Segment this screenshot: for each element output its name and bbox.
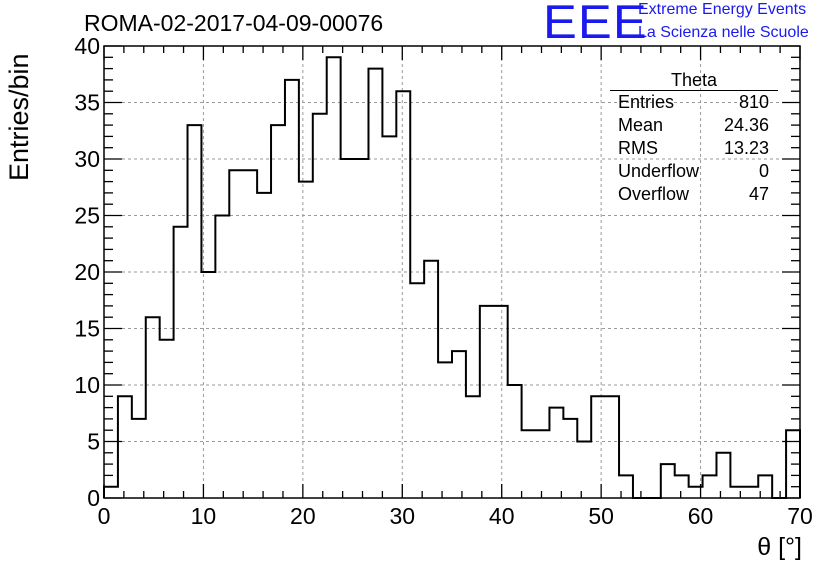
x-tick-label: 10 [191, 503, 217, 529]
x-tick-label: 60 [688, 503, 714, 529]
y-tick-label: 35 [74, 90, 100, 116]
y-tick-label: 15 [74, 316, 100, 342]
x-axis-label: θ [°] [757, 533, 802, 561]
stats-row-entries: Entries 810 [610, 91, 778, 114]
y-tick-label: 5 [87, 429, 100, 455]
stats-row-underflow: Underflow 0 [610, 160, 778, 183]
stats-value: 0 [758, 161, 769, 181]
eee-logo: EEE Extreme Energy Events La Scienza nel… [543, 0, 833, 46]
stats-value: 47 [748, 184, 769, 204]
y-tick-label: 0 [87, 485, 100, 511]
x-tick-label: 70 [787, 503, 813, 529]
histogram-series [103, 56, 801, 499]
y-tick-label: 25 [74, 203, 100, 229]
stats-value: 810 [738, 92, 769, 112]
stats-label: RMS [618, 138, 658, 158]
stats-value: 13.23 [723, 138, 769, 158]
stats-row-rms: RMS 13.23 [610, 137, 778, 160]
y-tick-label: 30 [74, 146, 100, 172]
stats-label: Entries [618, 92, 675, 112]
x-tick-label: 20 [290, 503, 316, 529]
stats-value: 24.36 [723, 115, 769, 135]
stats-label: Overflow [618, 184, 690, 204]
x-tick-label: 0 [98, 503, 111, 529]
eee-logo-letters: EEE [543, 0, 648, 48]
logo-caption-line2: La Scienza nelle Scuole [638, 24, 809, 41]
stats-label: Mean [618, 115, 664, 135]
y-tick-label: 20 [74, 259, 100, 285]
stats-row-overflow: Overflow 47 [610, 183, 778, 206]
logo-caption-line1: Extreme Energy Events [638, 1, 807, 18]
y-tick-label: 10 [74, 372, 100, 398]
x-tick-label: 50 [588, 503, 614, 529]
stats-row-mean: Mean 24.36 [610, 114, 778, 137]
x-tick-label: 40 [489, 503, 515, 529]
chart-title: ROMA-02-2017-04-09-00076 [84, 10, 384, 36]
stats-label: Underflow [618, 161, 700, 181]
stats-box: Theta Entries 810 Mean 24.36 RMS 13.23 U… [610, 70, 778, 206]
stats-title: Theta [610, 70, 778, 91]
x-tick-label: 30 [389, 503, 415, 529]
y-tick-label: 40 [74, 33, 100, 59]
